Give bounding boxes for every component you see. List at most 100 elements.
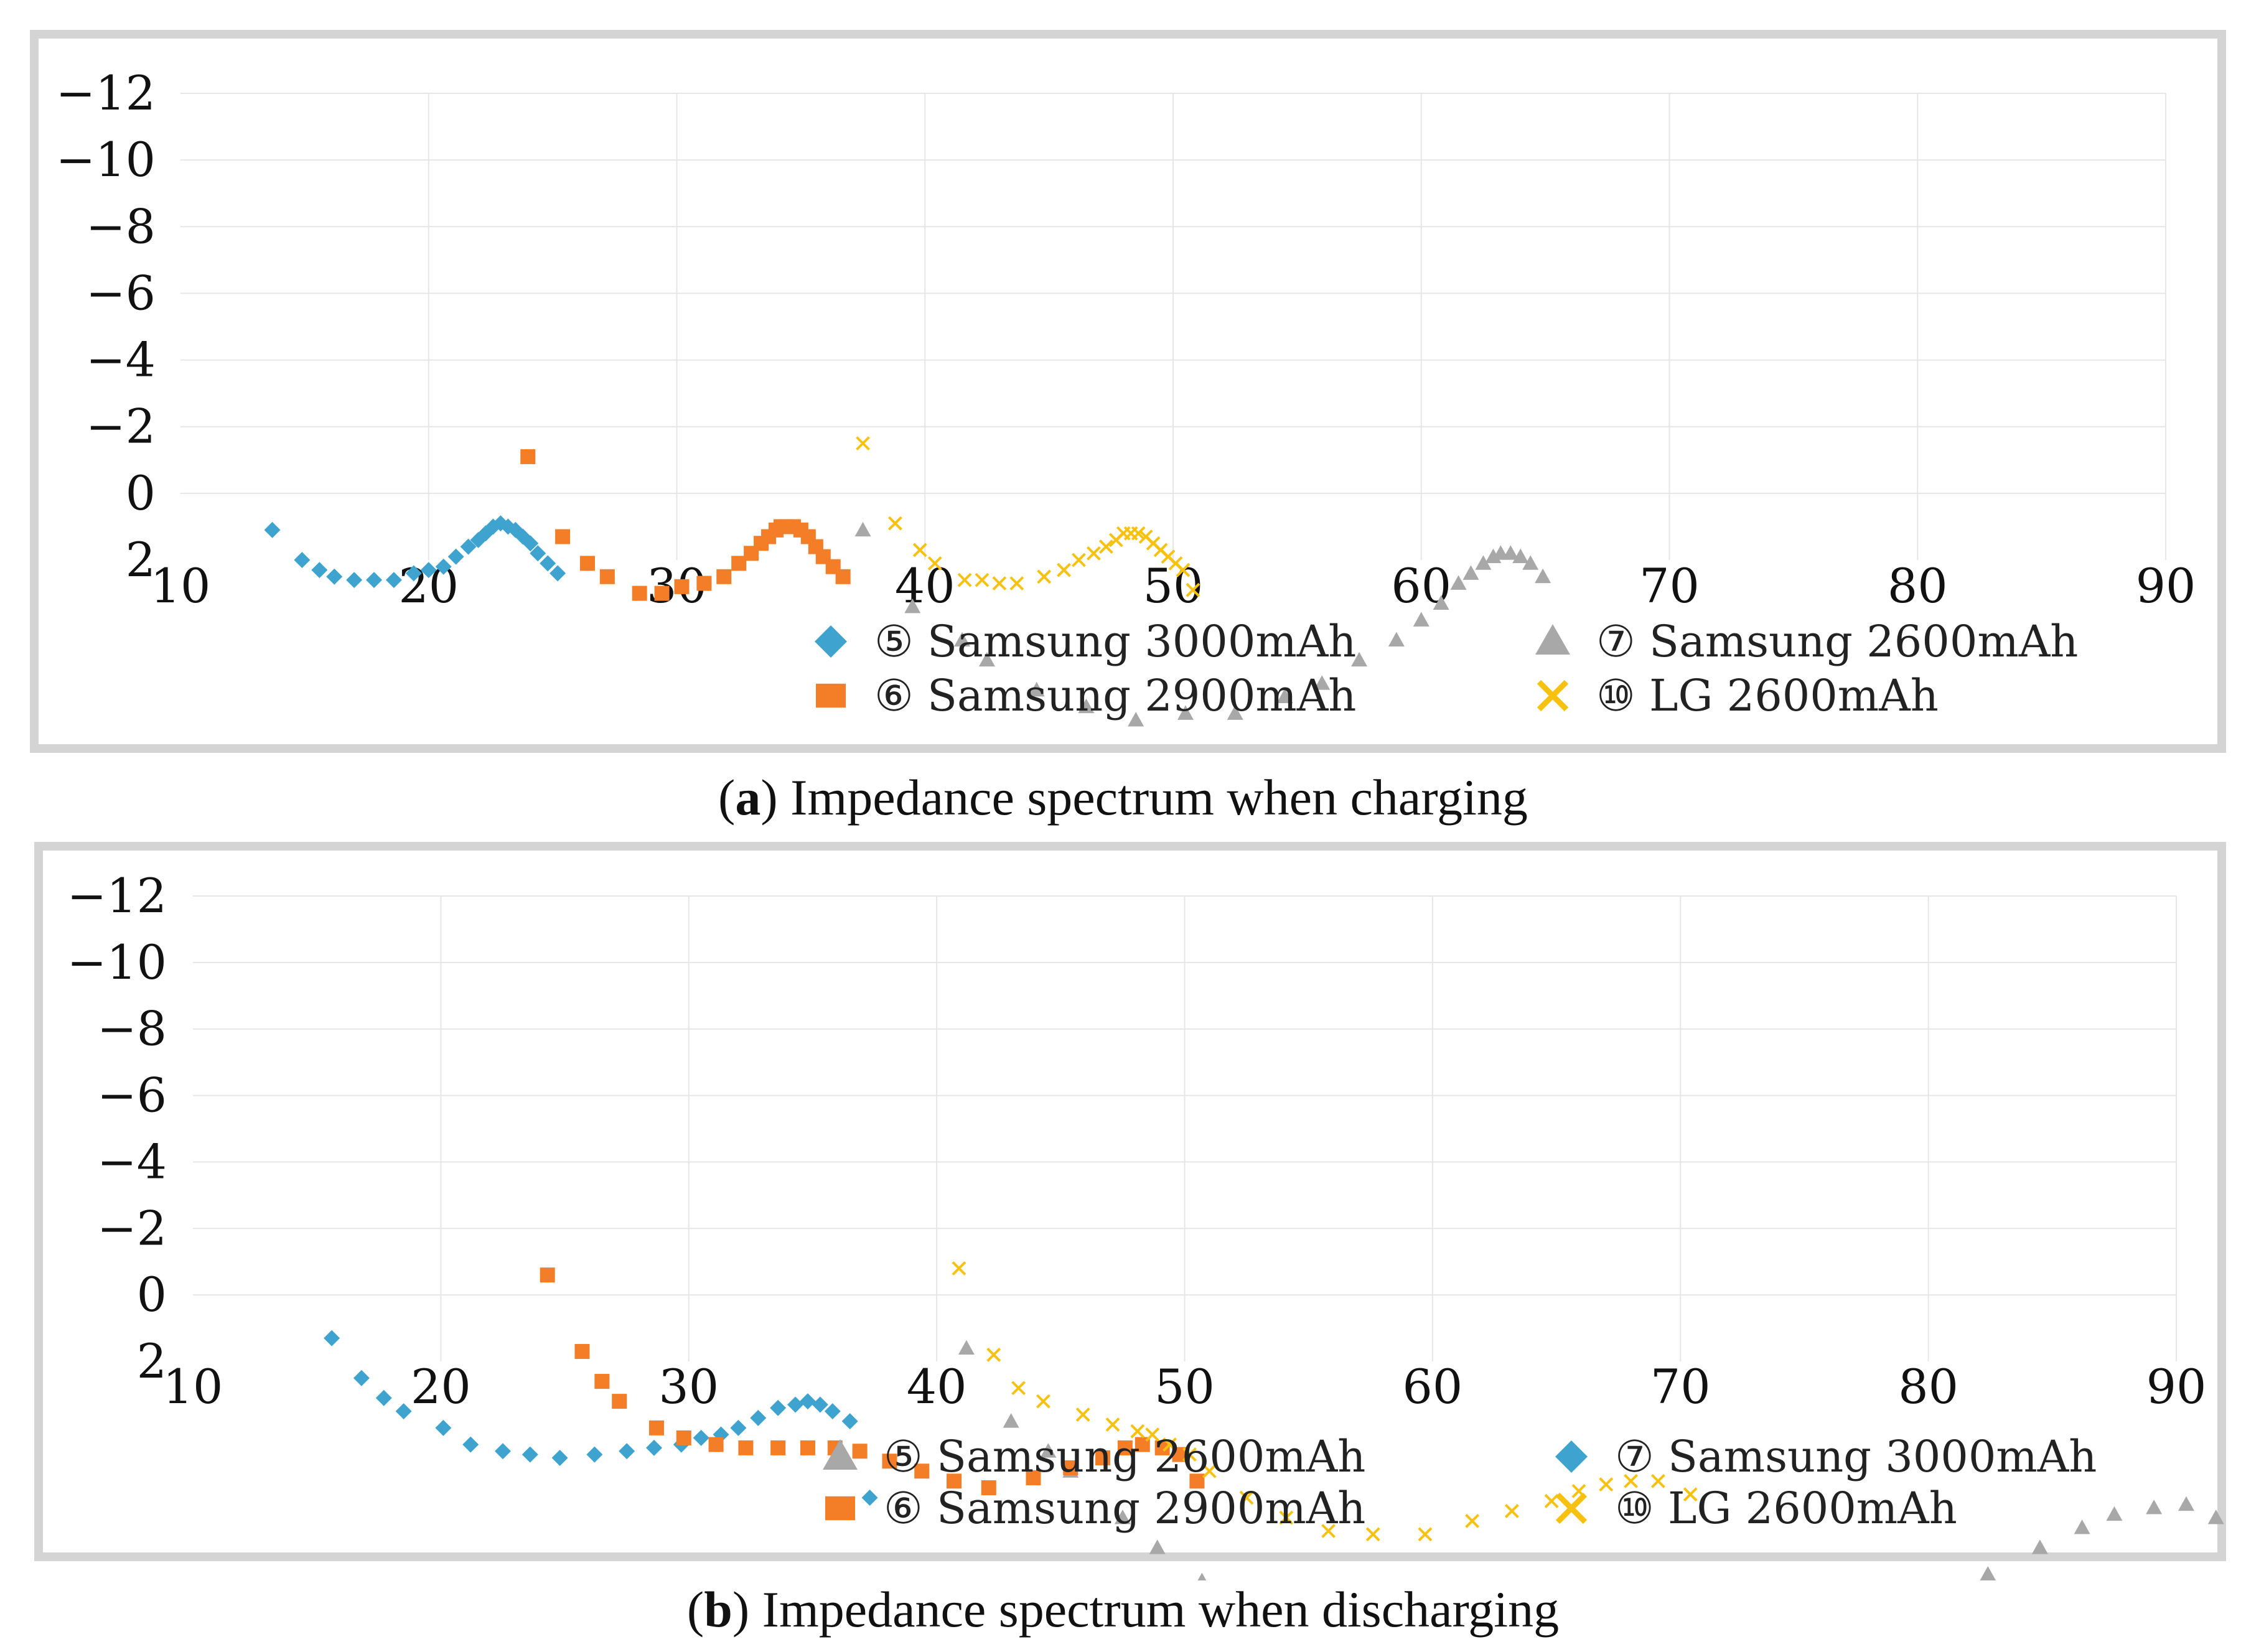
data-point	[1502, 545, 1519, 560]
data-point	[882, 1454, 897, 1469]
data-point	[1036, 1394, 1050, 1409]
data-point	[947, 1473, 962, 1489]
legend-entry: ⑦ Samsung 2600mAh	[1535, 616, 2078, 667]
legend-entry: ⑥ Samsung 2900mAh	[825, 1483, 1365, 1534]
data-point	[1202, 1463, 1217, 1478]
data-point	[574, 1343, 590, 1359]
data-point	[981, 1480, 996, 1496]
x-tick-label: 60	[1403, 1359, 1463, 1414]
data-point	[957, 572, 972, 587]
data-point	[1535, 568, 1551, 584]
data-point	[958, 1340, 975, 1355]
legend-label: ⑦ Samsung 3000mAh	[1615, 1431, 2097, 1482]
data-point	[1078, 698, 1095, 714]
data-point	[1624, 1473, 1638, 1488]
data-point	[366, 572, 383, 589]
legend-marker-square	[816, 683, 846, 708]
data-point	[992, 576, 1007, 590]
data-point	[812, 1396, 828, 1413]
legend-marker-square	[825, 1496, 855, 1521]
data-point	[1544, 1493, 1559, 1508]
data-point	[654, 586, 670, 601]
data-point	[800, 1440, 815, 1455]
data-point	[914, 1463, 930, 1479]
data-point	[594, 1374, 610, 1389]
data-point	[1075, 1407, 1090, 1422]
data-point	[645, 1439, 662, 1456]
series-triangle	[854, 521, 1551, 727]
data-point	[1040, 1443, 1057, 1458]
data-point	[770, 1399, 787, 1416]
data-point	[311, 562, 328, 579]
data-point	[520, 449, 536, 464]
series-cross	[952, 1261, 1698, 1542]
y-tick-label: −12	[56, 65, 156, 121]
caption-b: (b) Impedance spectrum when discharging	[686, 1581, 1560, 1638]
data-point	[1279, 1510, 1294, 1525]
data-point	[1128, 712, 1144, 727]
data-point	[856, 436, 870, 450]
data-point	[730, 1419, 747, 1436]
data-point	[1145, 1427, 1160, 1442]
data-point	[1026, 1470, 1041, 1485]
data-point	[1197, 1572, 1207, 1580]
y-tick-label: −8	[86, 198, 156, 254]
gridlines-b	[193, 895, 2177, 1361]
x-tick-label: 50	[1154, 1359, 1215, 1414]
data-point	[1149, 1539, 1166, 1554]
data-point	[522, 1446, 538, 1463]
y-tick-label: −12	[67, 868, 167, 923]
chart-frame-a	[30, 30, 2226, 753]
data-point	[294, 552, 311, 568]
y-axis-ticks-a: −12 −10 −8 −6 −4 −2 0 2	[56, 65, 156, 587]
legend-label: ⑦ Samsung 2600mAh	[1596, 616, 2078, 667]
data-point	[904, 599, 921, 614]
data-point	[1131, 526, 1146, 541]
y-tick-label: −4	[97, 1134, 167, 1189]
data-point	[1176, 562, 1191, 577]
y-tick-label: −6	[97, 1068, 167, 1123]
x-axis-ticks-b: 10 20 30 40 50 60 70 80 90	[163, 1359, 2207, 1414]
data-point	[1028, 681, 1045, 697]
data-point	[420, 562, 437, 579]
y-tick-label: −2	[97, 1200, 167, 1256]
data-point	[799, 1393, 816, 1410]
data-point	[1475, 555, 1492, 570]
data-point	[1114, 1510, 1131, 1524]
data-point	[1003, 1413, 1019, 1428]
y-tick-label: 0	[137, 1267, 167, 1322]
data-point	[713, 1426, 729, 1443]
data-point	[405, 565, 422, 582]
y-tick-label: −2	[86, 399, 156, 454]
data-point	[2178, 1496, 2194, 1511]
data-point	[1095, 1450, 1111, 1465]
data-point	[861, 1490, 878, 1506]
data-point	[676, 1430, 691, 1445]
y-tick-label: −4	[86, 332, 156, 388]
data-point	[696, 576, 712, 591]
data-point	[1009, 576, 1024, 590]
data-point	[1351, 651, 1368, 667]
data-point	[447, 548, 464, 565]
data-point	[1189, 1473, 1205, 1489]
data-point	[716, 569, 732, 584]
data-point	[912, 543, 927, 558]
y-tick-label: −6	[86, 265, 156, 320]
data-point	[2207, 1510, 2224, 1524]
x-tick-label: 10	[163, 1359, 223, 1414]
y-axis-ticks-b: −12 −10 −8 −6 −4 −2 0 2	[67, 868, 167, 1389]
x-tick-label: 70	[1639, 558, 1700, 614]
data-point	[540, 1267, 555, 1283]
legend-label: ⑥ Samsung 2900mAh	[884, 1483, 1365, 1534]
data-point	[1182, 1447, 1197, 1462]
data-point	[1063, 1460, 1079, 1475]
data-point	[1072, 553, 1086, 567]
data-point	[854, 521, 871, 537]
data-point	[1239, 1490, 1254, 1505]
data-point	[1365, 1527, 1380, 1542]
data-point	[841, 1413, 858, 1430]
data-point	[435, 558, 452, 575]
data-point	[346, 572, 363, 589]
gridlines-a	[180, 93, 2166, 560]
